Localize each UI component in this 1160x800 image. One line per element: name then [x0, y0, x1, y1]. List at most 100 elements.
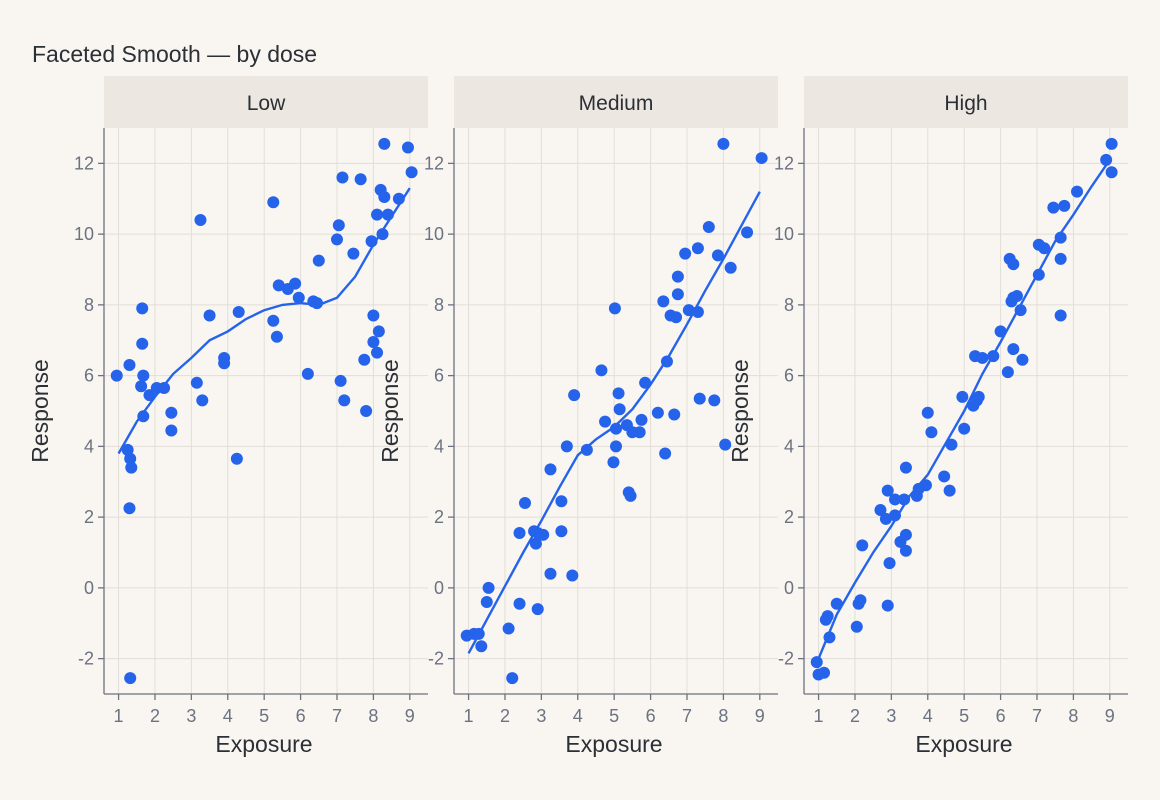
data-point — [1105, 166, 1118, 179]
data-point — [881, 484, 894, 497]
y-tick-label: 8 — [434, 295, 444, 315]
data-point — [232, 305, 245, 318]
data-point — [367, 309, 380, 322]
data-point — [123, 502, 136, 515]
data-point — [607, 456, 620, 469]
data-point — [110, 369, 123, 382]
data-point — [270, 330, 283, 343]
y-tick-label: 12 — [424, 153, 444, 173]
data-point — [1007, 343, 1020, 356]
data-point — [956, 390, 969, 403]
data-point — [719, 438, 732, 451]
data-point — [381, 208, 394, 221]
data-point — [958, 422, 971, 435]
data-point — [945, 438, 958, 451]
y-tick-label: 0 — [784, 578, 794, 598]
data-point — [137, 369, 150, 382]
data-point — [555, 495, 568, 508]
data-point — [668, 408, 681, 421]
data-point — [372, 325, 385, 338]
y-tick-label: 2 — [784, 507, 794, 527]
data-point — [610, 440, 622, 453]
x-tick-label: 8 — [718, 706, 728, 726]
data-point — [994, 325, 1007, 338]
data-point — [1047, 201, 1060, 214]
data-point — [376, 228, 389, 241]
data-point — [544, 567, 557, 580]
data-point — [531, 603, 544, 616]
x-tick-label: 4 — [923, 706, 933, 726]
x-axis-label: Exposure — [215, 731, 312, 757]
data-point — [1032, 268, 1045, 281]
data-point — [310, 297, 323, 310]
data-point — [1016, 353, 1029, 366]
y-tick-label: 6 — [784, 366, 794, 386]
data-point — [671, 270, 684, 283]
data-point — [595, 364, 608, 377]
y-tick-label: -2 — [78, 649, 94, 669]
data-point — [338, 394, 351, 407]
data-point — [821, 610, 834, 623]
data-point — [289, 277, 302, 290]
data-point — [196, 394, 209, 407]
y-tick-label: 10 — [424, 224, 444, 244]
data-point — [850, 620, 863, 633]
data-point — [371, 208, 384, 221]
data-point — [267, 314, 280, 327]
data-point — [401, 141, 414, 154]
data-point — [513, 597, 526, 610]
data-point — [943, 484, 956, 497]
data-point — [334, 374, 347, 387]
data-point — [218, 357, 231, 370]
y-tick-label: 4 — [784, 436, 794, 456]
facet-strip-label: High — [944, 92, 987, 115]
data-point — [938, 470, 951, 483]
y-tick-label: 8 — [84, 295, 94, 315]
y-tick-label: 10 — [74, 224, 94, 244]
data-point — [1054, 309, 1067, 322]
data-point — [633, 426, 646, 439]
data-point — [1010, 290, 1023, 303]
data-point — [378, 190, 391, 203]
smooth-line — [117, 187, 411, 455]
data-point — [881, 599, 894, 612]
data-point — [158, 382, 171, 395]
data-point — [624, 489, 637, 502]
data-point — [823, 631, 836, 644]
x-tick-label: 7 — [1032, 706, 1042, 726]
data-point — [659, 447, 672, 460]
data-point — [854, 594, 867, 607]
data-point — [1058, 199, 1071, 212]
data-point — [405, 166, 418, 179]
data-point — [1014, 304, 1027, 317]
data-point — [898, 493, 911, 506]
x-tick-label: 5 — [259, 706, 269, 726]
data-point — [921, 406, 934, 419]
data-point — [1100, 153, 1113, 166]
y-tick-label: 8 — [784, 295, 794, 315]
y-tick-label: 6 — [84, 366, 94, 386]
data-point — [671, 288, 684, 301]
data-point — [137, 410, 150, 423]
data-point — [1054, 252, 1067, 265]
data-point — [899, 461, 912, 474]
data-point — [360, 405, 373, 417]
data-point — [312, 254, 325, 267]
data-point — [136, 302, 149, 315]
data-point — [610, 422, 622, 435]
data-point — [682, 304, 695, 317]
x-tick-label: 7 — [332, 706, 342, 726]
x-tick-label: 2 — [500, 706, 510, 726]
data-point — [612, 387, 625, 400]
data-point — [194, 213, 207, 226]
data-point — [544, 463, 557, 476]
data-point — [267, 196, 280, 209]
data-point — [856, 539, 869, 552]
data-point — [502, 622, 515, 635]
y-tick-label: 6 — [434, 366, 444, 386]
data-point — [818, 666, 831, 679]
